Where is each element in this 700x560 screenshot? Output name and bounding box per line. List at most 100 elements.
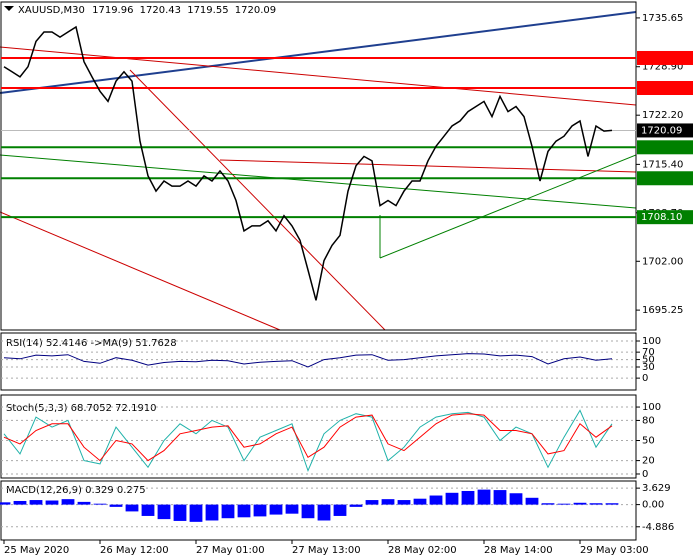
- panel-frame: [0, 480, 637, 541]
- current-price-label: 1720.09: [641, 125, 682, 136]
- histogram-bar: [605, 503, 619, 505]
- y-tick-label: 1722.20: [642, 110, 683, 121]
- x-tick-label: 25 May 2020: [4, 545, 69, 556]
- histogram-bar: [573, 502, 587, 505]
- x-tick-label: 28 May 14:00: [484, 545, 553, 556]
- frames: [0, 1, 637, 541]
- level-label: 1708.10: [641, 212, 682, 223]
- histogram-bar: [77, 501, 91, 505]
- menu-arrow[interactable]: [4, 6, 14, 11]
- histogram-bar: [109, 504, 123, 507]
- histogram-bar: [253, 504, 267, 517]
- level-box: [637, 140, 693, 155]
- histogram-bar: [237, 504, 251, 518]
- y-tick-label: 50: [642, 436, 655, 447]
- panel-frame: [0, 1, 637, 331]
- histogram-bar: [509, 493, 523, 505]
- histogram-bar: [477, 489, 491, 505]
- current-price-box: [637, 123, 693, 138]
- level-box: [637, 80, 693, 95]
- x-tick-label: 29 May 03:00: [580, 545, 649, 556]
- histogram-bar: [365, 500, 379, 505]
- histogram-bar: [173, 504, 187, 521]
- y-tick-label: 1702.00: [642, 256, 683, 267]
- histogram-bar: [0, 502, 11, 505]
- histogram-bar: [189, 504, 203, 522]
- y-tick-label: 0.00: [642, 500, 664, 511]
- y-tick-label: 0: [642, 469, 648, 480]
- open: 1719.96: [92, 5, 133, 16]
- histogram-bar: [557, 503, 571, 505]
- trend-line: [0, 46, 637, 106]
- histogram-bar: [13, 500, 27, 505]
- y-tick-label: 1728.90: [642, 62, 683, 73]
- level-box: [637, 50, 693, 65]
- y-tick-label: 3.629: [642, 483, 671, 494]
- panel-title: Stoch(5,3,3) 68.7052 72.1910: [6, 403, 157, 414]
- histogram-bar: [301, 504, 315, 519]
- y-tick-label: 100: [642, 402, 661, 413]
- close: 1720.09: [235, 5, 276, 16]
- histogram-bar: [381, 499, 395, 505]
- x-tick-label: 27 May 13:00: [292, 545, 361, 556]
- histogram-bar: [333, 504, 347, 516]
- trend-line: [219, 159, 637, 173]
- level-box: [637, 210, 693, 225]
- x-tick-label: 26 May 12:00: [100, 545, 169, 556]
- histogram-bar: [141, 504, 155, 516]
- y-tick-label: 1735.65: [642, 13, 683, 24]
- histogram-bar: [61, 499, 75, 505]
- y-tick-label: 100: [642, 336, 661, 347]
- y-tick-label: 1715.40: [642, 159, 683, 170]
- drawings: [0, 11, 637, 331]
- trend-line: [379, 154, 637, 259]
- histogram-bar: [589, 503, 603, 505]
- y-tick-label: 50: [642, 355, 655, 366]
- histogram-bar: [269, 504, 283, 515]
- y-tick-label: 0: [642, 373, 648, 384]
- y-tick-label: 1695.25: [642, 305, 683, 316]
- histogram-bar: [429, 495, 443, 505]
- histogram-bar: [413, 498, 427, 505]
- histogram-bar: [157, 504, 171, 520]
- y-tick-label: 70: [642, 347, 655, 358]
- panel-frame: [0, 332, 637, 391]
- low: 1719.55: [187, 5, 228, 16]
- histogram-bar: [461, 490, 475, 505]
- histogram-bar: [205, 504, 219, 521]
- histogram-bar: [525, 497, 539, 505]
- histogram-bar: [397, 500, 411, 505]
- series-line: [3, 25, 613, 301]
- series-line: [3, 413, 613, 462]
- histogram-bar: [349, 504, 363, 507]
- trend-line: [129, 69, 386, 331]
- panel-frame: [0, 394, 637, 479]
- high: 1720.43: [140, 5, 181, 16]
- y-tick-label: 20: [642, 456, 655, 467]
- y-tick-label: 30: [642, 362, 655, 373]
- y-tick-label: 80: [642, 415, 655, 426]
- histogram-bar: [93, 503, 107, 505]
- x-tick-label: 28 May 02:00: [388, 545, 457, 556]
- histogram-bar: [445, 492, 459, 505]
- histogram-bar: [221, 504, 235, 519]
- trend-line: [0, 154, 637, 209]
- trend-line: [0, 211, 281, 331]
- histogram-bar: [45, 500, 59, 505]
- histogram-bar: [493, 490, 507, 505]
- histogram-bar: [29, 500, 43, 505]
- series-line: [3, 353, 613, 368]
- trend-line: [0, 11, 637, 94]
- histogram-bar: [541, 503, 555, 505]
- series-line: [3, 409, 613, 472]
- chart-title: XAUUSD,M30 1719.96 1720.43 1719.55 1720.…: [18, 5, 276, 16]
- histogram-bar: [317, 504, 331, 521]
- level-box: [637, 171, 693, 186]
- panel-title: RSI(14) 52.4146 ->MA(9) 51.7628: [6, 338, 177, 349]
- panel-title: MACD(12,26,9) 0.329 0.275: [6, 485, 146, 496]
- x-tick-label: 27 May 01:00: [196, 545, 265, 556]
- histogram-bar: [285, 504, 299, 514]
- symbol: XAUUSD,M30: [18, 5, 85, 16]
